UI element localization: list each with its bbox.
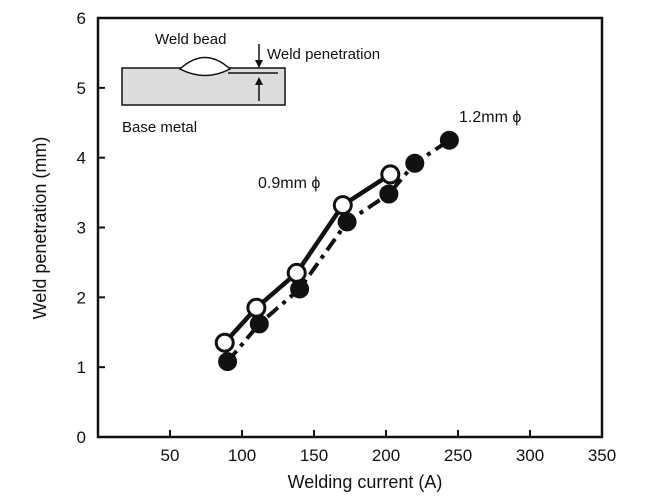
data-point xyxy=(218,352,238,372)
data-point xyxy=(439,130,459,150)
data-point xyxy=(214,332,235,353)
series-label-1.2mm: 1.2mm ϕ xyxy=(459,109,521,126)
y-tick-label: 0 xyxy=(77,428,86,447)
x-tick-label: 350 xyxy=(588,446,616,465)
y-tick-label: 3 xyxy=(77,219,86,238)
series-line xyxy=(223,172,392,345)
series-label-0.9mm: 0.9mm ϕ xyxy=(258,175,320,192)
weld-bead-label: Weld bead xyxy=(155,31,226,48)
data-point xyxy=(337,212,357,232)
data-point xyxy=(290,279,310,299)
x-tick-label: 300 xyxy=(516,446,544,465)
weld-bead-shape xyxy=(178,56,232,77)
data-point xyxy=(286,262,307,283)
x-tick-label: 50 xyxy=(161,446,180,465)
data-point xyxy=(380,164,401,185)
y-ticks: 0 1 2 3 4 5 6 xyxy=(77,9,105,447)
data-point xyxy=(379,184,399,204)
weld-penetration-label: Weld penetration xyxy=(267,46,380,63)
y-tick-label: 5 xyxy=(77,79,86,98)
data-point xyxy=(249,314,269,334)
series-0.9mm xyxy=(214,164,401,353)
base-metal-label: Base metal xyxy=(122,119,197,136)
series-1.2mm xyxy=(218,130,459,372)
data-point xyxy=(405,153,425,173)
y-axis-title: Weld penetration (mm) xyxy=(30,137,50,320)
x-tick-label: 150 xyxy=(300,446,328,465)
data-point xyxy=(246,297,267,318)
y-tick-label: 4 xyxy=(77,149,86,168)
x-tick-label: 100 xyxy=(228,446,256,465)
y-tick-label: 6 xyxy=(77,9,86,28)
x-axis-title: Welding current (A) xyxy=(288,472,443,492)
data-point xyxy=(332,195,353,216)
x-tick-label: 200 xyxy=(372,446,400,465)
y-tick-label: 2 xyxy=(77,288,86,307)
x-ticks: 50 100 150 200 250 300 350 xyxy=(161,430,616,465)
x-tick-label: 250 xyxy=(444,446,472,465)
y-tick-label: 1 xyxy=(77,358,86,377)
arrow-up-icon xyxy=(255,77,263,85)
inset-diagram: Weld bead Weld penetration Base metal xyxy=(121,31,380,136)
arrow-down-icon xyxy=(255,60,263,68)
